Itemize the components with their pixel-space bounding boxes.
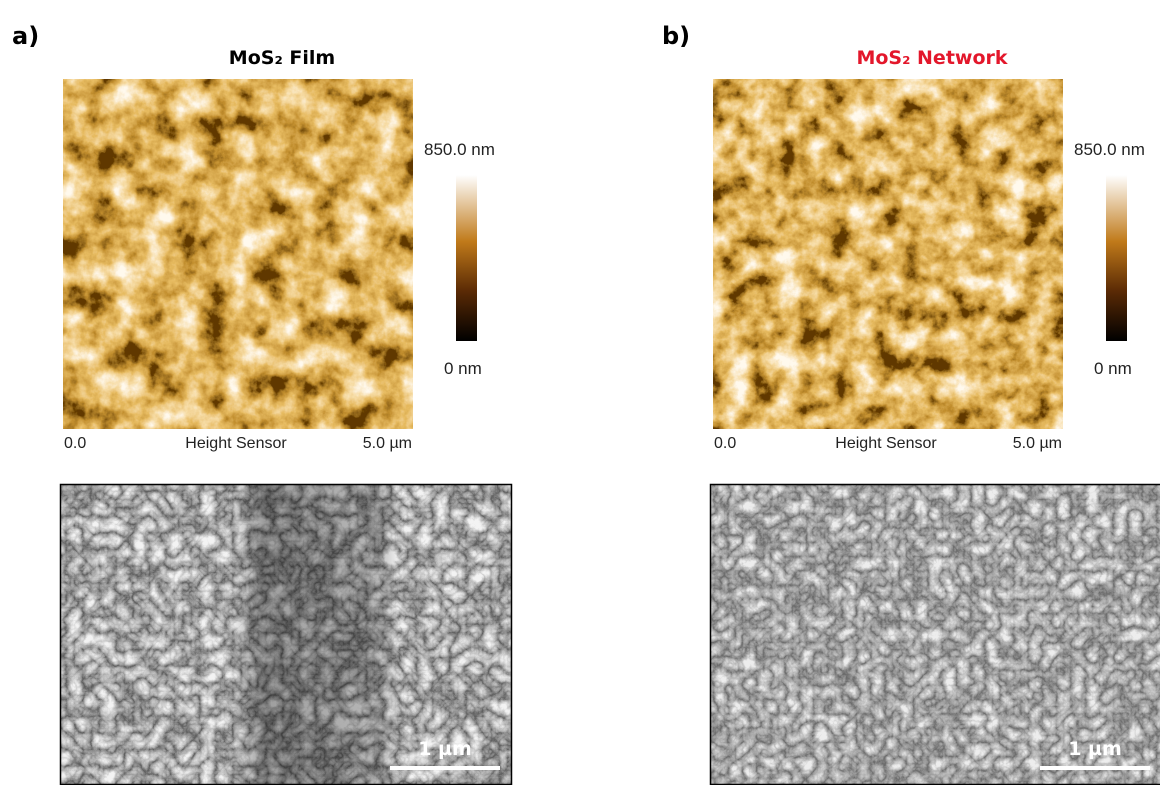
axis-name: Height Sensor (185, 435, 287, 452)
axis-end: 5.0 µm (1013, 435, 1062, 452)
axis-start: 0.0 (64, 435, 86, 452)
colorbar-max: 850.0 nm (1074, 140, 1145, 159)
axis-name: Height Sensor (835, 435, 937, 452)
colorbar-max: 850.0 nm (424, 140, 495, 159)
afm-image (713, 79, 1063, 429)
panel-title: MoS₂ Film (229, 47, 335, 69)
colorbar-min: 0 nm (1094, 359, 1132, 378)
colorbar (456, 175, 477, 341)
afm-image (63, 79, 413, 429)
panel: b) MoS₂ Network 850.0 nm 0 nm 0.0 Height Sens… (662, 22, 1160, 785)
panel: a) MoS₂ Film 850.0 nm 0 nm 0.0 Height Sensor 5… (12, 22, 512, 785)
scale-bar-label: 1 µm (418, 738, 472, 760)
colorbar (1106, 175, 1127, 341)
scale-bar-label: 1 µm (1068, 738, 1122, 760)
colorbar-min: 0 nm (444, 359, 482, 378)
figure: a) MoS₂ Film 850.0 nm 0 nm 0.0 Height Sensor 5… (0, 0, 1160, 785)
panel-title: MoS₂ Network (856, 47, 1007, 69)
panel-label: a) (12, 22, 39, 50)
axis-start: 0.0 (714, 435, 736, 452)
axis-end: 5.0 µm (363, 435, 412, 452)
panel-label: b) (662, 22, 690, 50)
panels: a) MoS₂ Film 850.0 nm 0 nm 0.0 Height Sensor 5… (12, 22, 1160, 785)
